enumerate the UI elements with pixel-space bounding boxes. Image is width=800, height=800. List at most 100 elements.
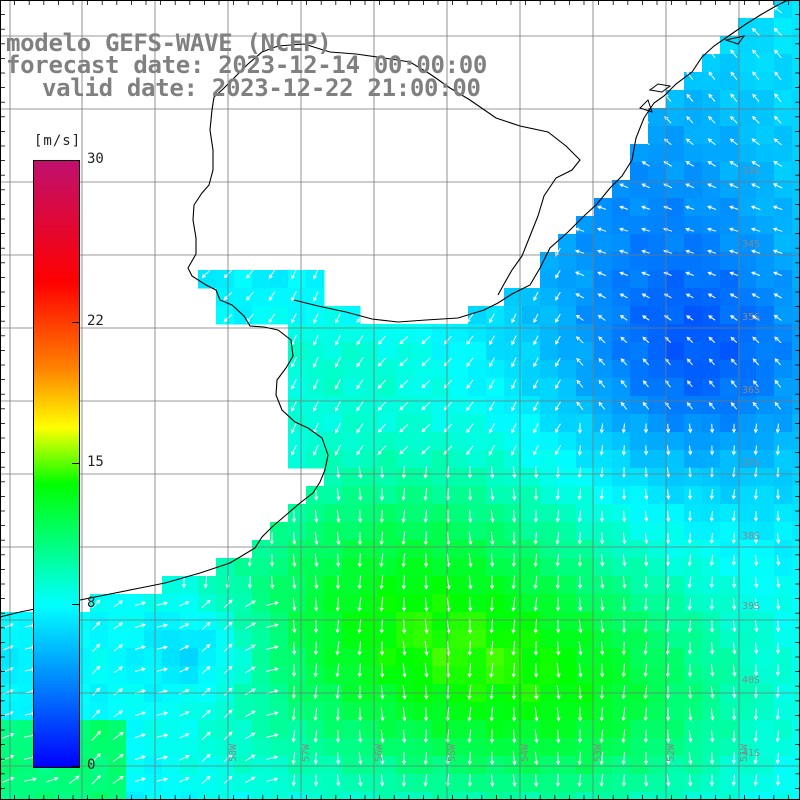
- field-cell: [720, 234, 739, 253]
- field-cell: [486, 522, 505, 541]
- wind-arrow: [621, 685, 626, 700]
- field-cell: [558, 576, 577, 595]
- colorbar-tick-mark: [72, 604, 80, 606]
- field-cell: [702, 180, 721, 199]
- wind-arrow: [244, 644, 256, 652]
- field-cell: [270, 576, 289, 595]
- field-cell: [306, 414, 325, 433]
- field-cell: [774, 666, 793, 685]
- field-cell: [432, 576, 451, 595]
- field-cell: [342, 576, 361, 595]
- field-cell: [450, 756, 469, 775]
- wind-arrow: [313, 312, 319, 324]
- wind-arrow: [512, 773, 517, 788]
- field-cell: [450, 612, 469, 631]
- wind-arrow: [201, 709, 211, 718]
- field-cell: [774, 630, 793, 649]
- wind-arrow: [599, 685, 605, 700]
- wind-arrow: [179, 733, 190, 739]
- field-cell: [756, 486, 775, 505]
- field-cell: [252, 738, 271, 757]
- field-cell: [684, 648, 703, 667]
- field-cell: [486, 756, 505, 775]
- field-cell: [198, 774, 217, 793]
- field-cell: [342, 702, 361, 721]
- wind-arrow: [356, 313, 364, 324]
- field-cell: [666, 594, 685, 613]
- field-cell: [522, 666, 541, 685]
- wind-arrow: [643, 751, 649, 766]
- field-cell: [378, 720, 397, 739]
- wind-arrow: [707, 271, 716, 276]
- field-cell: [504, 756, 523, 775]
- wind-arrow: [334, 400, 341, 412]
- wind-arrow: [666, 774, 671, 787]
- field-cell: [576, 540, 595, 559]
- lat-label: 40S: [742, 675, 760, 686]
- wind-arrow: [707, 293, 716, 299]
- field-cell: [648, 522, 667, 541]
- wind-arrow: [575, 336, 584, 344]
- wind-arrow: [314, 488, 319, 501]
- field-cell: [738, 504, 757, 523]
- field-cell: [252, 540, 271, 559]
- field-cell: [738, 432, 757, 451]
- field-cell: [540, 432, 559, 451]
- field-cell: [198, 792, 217, 800]
- field-cell: [612, 756, 631, 775]
- field-cell: [522, 648, 541, 667]
- wind-arrow: [577, 729, 583, 744]
- wind-arrow: [46, 776, 59, 783]
- field-cell: [756, 288, 775, 307]
- wind-arrow: [334, 378, 342, 390]
- wind-arrow: [751, 271, 761, 277]
- wind-arrow: [622, 597, 627, 612]
- field-cell: [594, 792, 613, 800]
- field-cell: [504, 324, 523, 343]
- field-cell: [288, 648, 307, 667]
- field-cell: [18, 702, 37, 721]
- field-cell: [630, 270, 649, 289]
- wind-arrow: [357, 619, 362, 634]
- field-cell: [684, 792, 703, 800]
- wind-arrow: [335, 707, 340, 722]
- wind-arrow: [732, 686, 737, 699]
- field-cell: [558, 270, 577, 289]
- field-cell: [180, 720, 199, 739]
- lat-label: 33S: [742, 166, 760, 177]
- wind-arrow: [775, 467, 781, 478]
- field-cell: [666, 396, 685, 415]
- field-cell: [306, 738, 325, 757]
- wind-arrow: [266, 755, 279, 760]
- wind-arrow: [511, 444, 517, 456]
- wind-arrow: [511, 707, 517, 722]
- field-cell: [90, 774, 109, 793]
- wind-arrow: [600, 554, 605, 567]
- field-cell: [756, 594, 775, 613]
- wind-arrow: [600, 641, 605, 656]
- wind-arrow: [335, 663, 340, 678]
- field-cell: [720, 774, 739, 793]
- field-cell: [360, 324, 379, 343]
- colorbar-tick-label: 8: [87, 595, 96, 612]
- field-cell: [648, 378, 667, 397]
- field-cell: [450, 774, 469, 793]
- field-cell: [432, 594, 451, 613]
- wind-arrow: [644, 467, 649, 478]
- field-cell: [756, 378, 775, 397]
- field-cell: [540, 414, 559, 433]
- wind-arrow: [134, 645, 146, 650]
- wind-arrow: [244, 600, 256, 608]
- field-cell: [720, 126, 739, 145]
- field-cell: [756, 342, 775, 361]
- field-cell: [738, 702, 757, 721]
- wind-arrow: [773, 27, 782, 36]
- field-cell: [414, 612, 433, 631]
- field-cell: [378, 612, 397, 631]
- wind-arrow: [685, 205, 695, 210]
- field-cell: [198, 612, 217, 631]
- field-cell: [792, 468, 800, 487]
- field-cell: [738, 162, 757, 181]
- field-cell: [306, 306, 325, 325]
